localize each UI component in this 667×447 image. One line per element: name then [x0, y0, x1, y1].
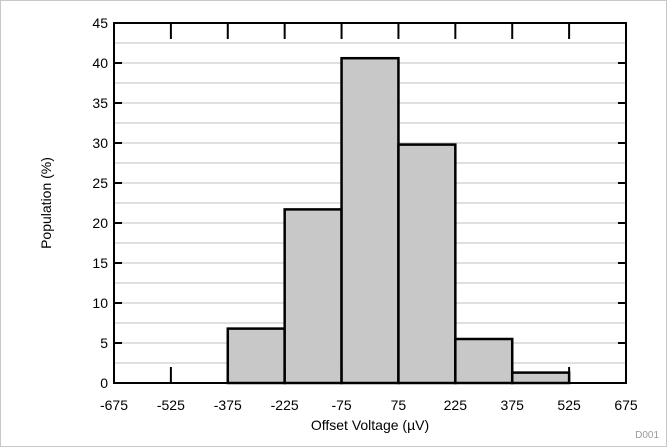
y-axis-title: Population (%) — [38, 157, 54, 249]
y-tick-label: 20 — [92, 215, 108, 231]
histogram-bars — [226, 56, 571, 385]
y-tick-label: 0 — [100, 375, 108, 391]
histogram-bar — [397, 143, 457, 385]
x-tick-label: 225 — [444, 397, 468, 413]
y-tick-label: 30 — [92, 135, 108, 151]
y-tick-label: 25 — [92, 175, 108, 191]
histogram-bar — [283, 208, 343, 385]
x-tick-label: 75 — [391, 397, 407, 413]
x-tick-label: -675 — [100, 397, 128, 413]
x-tick-label: 375 — [501, 397, 525, 413]
histogram-bar — [226, 327, 286, 385]
y-tick-label: 45 — [92, 15, 108, 31]
x-tick-label: 675 — [614, 397, 638, 413]
histogram-bar — [510, 371, 571, 385]
tick-labels: 0 5 10 15 20 25 30 35 40 45 -675 -525 -375 -225 -75 75 2… — [92, 15, 637, 413]
x-tick-label: -75 — [331, 397, 351, 413]
histogram-bar — [340, 56, 400, 385]
x-tick-label: -525 — [157, 397, 185, 413]
y-tick-label: 35 — [92, 95, 108, 111]
x-axis-title: Offset Voltage (µV) — [311, 417, 429, 433]
y-tick-label: 40 — [92, 55, 108, 71]
x-tick-label: 525 — [557, 397, 581, 413]
figure-id-label: D001 — [635, 430, 659, 441]
histogram-bar — [454, 337, 514, 385]
axes — [113, 22, 627, 384]
y-tick-label: 5 — [100, 335, 108, 351]
x-tick-label: -375 — [214, 397, 242, 413]
plot-area-border — [113, 22, 627, 384]
y-tick-label: 10 — [92, 295, 108, 311]
y-tick-label: 15 — [92, 255, 108, 271]
x-tick-label: -225 — [271, 397, 299, 413]
